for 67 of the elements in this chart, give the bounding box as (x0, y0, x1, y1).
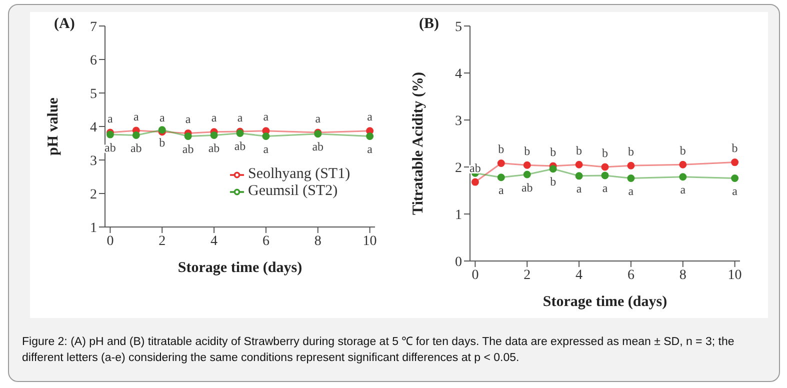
annotation: a (263, 110, 270, 124)
y-tick-label: 5 (90, 86, 97, 102)
annotation: a (576, 182, 582, 196)
caption: Figure 2: (A) pH and (B) titratable acidity of Strawberry during storage at 5 ℃ for ten days. The data are expressed as mean ± SD, n = 3; the different letters (a-e) considering the same conditions represent significant differences at p < 0.05. (22, 335, 736, 366)
annotation: ab (521, 180, 533, 194)
annotation: b (159, 136, 166, 150)
x-axis-title: Storage time (days) (178, 260, 302, 276)
annotation: a (263, 142, 270, 156)
annotation: a (108, 111, 114, 126)
annotation: b (602, 146, 608, 160)
annotation: b (628, 144, 634, 158)
annotation: b (732, 141, 738, 156)
x-tick-label: 6 (262, 234, 270, 249)
annotation: a (732, 184, 738, 198)
annotation: b (498, 142, 504, 156)
x-tick-label: 6 (627, 268, 634, 283)
x-tick-label: 2 (524, 268, 531, 283)
y-tick-label: 6 (90, 53, 97, 68)
y-tick-label: 3 (455, 114, 462, 129)
annotation: b (550, 174, 556, 189)
annotation: a (367, 142, 374, 156)
annotation: b (576, 143, 582, 158)
annotation: b (680, 143, 686, 158)
chart-title: (A) (54, 16, 75, 33)
y-tick-label: 3 (90, 154, 97, 169)
annotation: b (524, 144, 530, 158)
x-tick-label: 4 (576, 268, 583, 283)
y-tick-label: 0 (455, 254, 462, 270)
annotation: b (550, 144, 556, 159)
y-tick-label: 4 (90, 120, 97, 136)
y-axis-title: Titratable Acidity (%) (410, 72, 426, 216)
annotation: a (237, 110, 244, 124)
x-tick-label: 10 (362, 234, 377, 249)
x-tick-label: 4 (210, 234, 218, 249)
x-tick-label: 2 (158, 234, 166, 249)
x-tick-label: 8 (314, 234, 322, 249)
y-tick-label: 7 (90, 20, 97, 35)
y-tick-label: 1 (455, 208, 462, 223)
x-tick-label: 0 (472, 268, 479, 283)
y-tick-label: 2 (90, 187, 97, 202)
legend-label: Geumsil (ST2) (248, 183, 338, 199)
annotation: ab (312, 140, 324, 154)
y-tick-label: 1 (90, 220, 97, 236)
x-tick-label: 0 (106, 234, 114, 249)
annotation: ab (130, 140, 142, 155)
annotation: a (159, 110, 166, 125)
annotation: a (211, 110, 218, 125)
x-axis-title: Storage time (days) (542, 294, 668, 310)
annotation: ab (234, 138, 246, 153)
annotation: a (133, 109, 140, 124)
x-tick-label: 8 (679, 268, 686, 283)
legend-label: Seolhyang (ST1) (248, 166, 350, 182)
x-tick-label: 10 (728, 268, 742, 283)
chart-title: (B) (419, 16, 439, 33)
annotation: a (498, 183, 504, 198)
annotation: ab (182, 142, 194, 156)
y-tick-label: 5 (455, 20, 462, 35)
annotation: a (367, 110, 374, 124)
annotation: a (185, 112, 192, 126)
annotation: a (602, 181, 608, 196)
y-axis-title: pH value (45, 97, 62, 156)
annotation: a (315, 111, 322, 126)
y-tick-label: 2 (455, 160, 462, 176)
y-tick-label: 4 (455, 66, 462, 82)
annotation: ab (208, 140, 220, 155)
annotation: a (628, 184, 634, 198)
annotation: a (680, 182, 686, 197)
